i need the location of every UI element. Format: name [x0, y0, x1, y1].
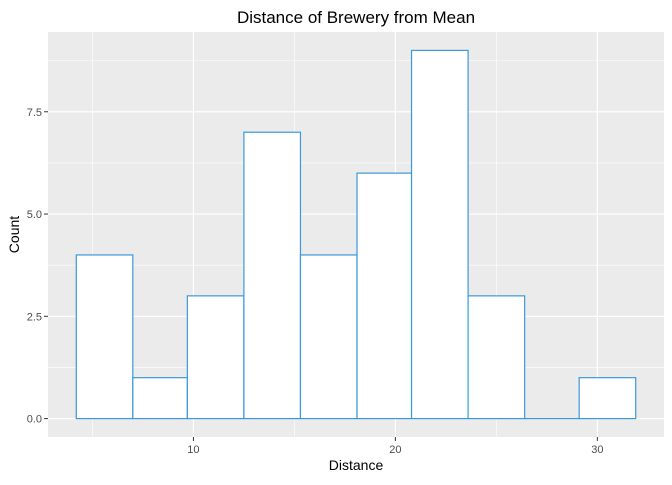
y-tick-label: 0.0	[27, 414, 42, 426]
histogram-bar	[357, 173, 412, 418]
x-axis: 10 20 30	[187, 437, 603, 456]
histogram-bar	[133, 378, 188, 419]
chart-title: Distance of Brewery from Mean	[237, 8, 475, 27]
x-tick-label: 30	[591, 444, 603, 456]
y-axis: 0.0 2.5 5.0 7.5	[27, 107, 48, 426]
histogram-bar	[412, 50, 469, 418]
y-tick-label: 2.5	[27, 311, 42, 323]
x-axis-title: Distance	[329, 457, 384, 473]
histogram-bar	[468, 296, 525, 419]
histogram-bar	[579, 378, 636, 419]
histogram-bar	[300, 255, 357, 419]
histogram-bar	[244, 132, 301, 418]
x-tick-label: 10	[187, 444, 199, 456]
histogram-bar	[187, 296, 244, 419]
histogram-bar	[76, 255, 133, 419]
x-tick-label: 20	[389, 444, 401, 456]
y-axis-title: Count	[6, 216, 22, 253]
y-tick-label: 7.5	[27, 107, 42, 119]
y-tick-label: 5.0	[27, 209, 42, 221]
